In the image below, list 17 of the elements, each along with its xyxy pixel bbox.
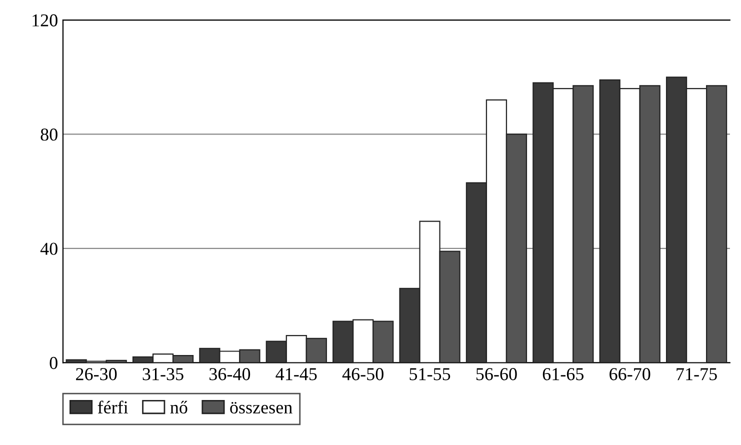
legend-label: férfi (98, 400, 128, 414)
x-tick-label: 61-65 (542, 368, 584, 380)
legend-label: összesen (230, 402, 292, 414)
y-tick-label: 80 (40, 128, 58, 141)
x-tick-label: 36-40 (210, 368, 250, 380)
y-tick-label: 0 (50, 356, 58, 370)
x-tick-label: 46-50 (342, 368, 384, 380)
x-tick-label: 66-70 (610, 368, 650, 380)
x-tick-label: 51-55 (410, 368, 450, 380)
x-tick-label: 31-35 (142, 368, 184, 380)
legend-label: nő (170, 400, 188, 414)
x-tick-label: 41-45 (276, 368, 317, 380)
y-tick-label: 120 (32, 14, 58, 26)
x-tick-label: 26-30 (76, 368, 117, 380)
x-tick-label: 56-60 (476, 368, 517, 380)
y-tick-label: 40 (40, 242, 58, 255)
x-tick-label: 71-75 (676, 368, 717, 380)
